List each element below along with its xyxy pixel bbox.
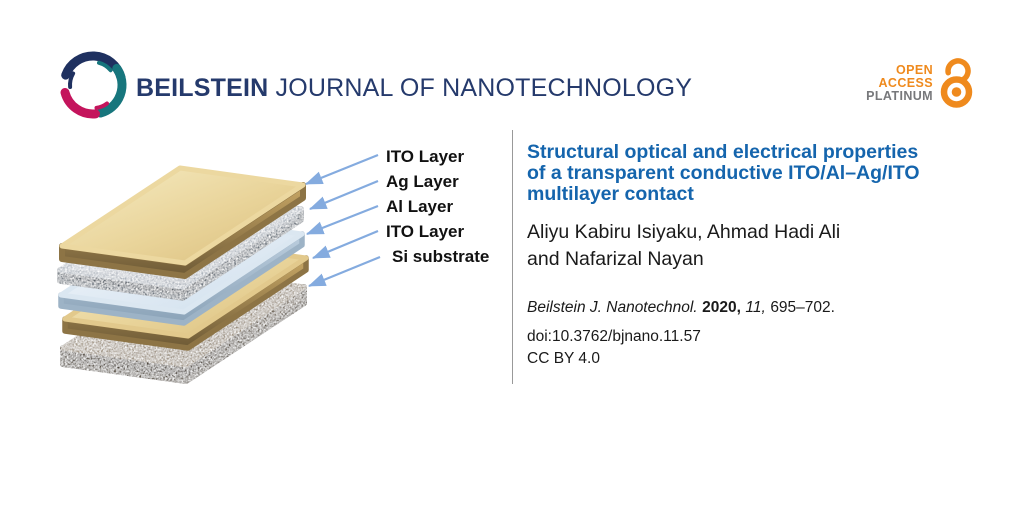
arrow-ito-top [304, 153, 379, 186]
open-access-lock-icon [940, 58, 973, 108]
citation-year: 2020, [702, 299, 741, 316]
journal-name-beilstein: BEILSTEIN [136, 74, 269, 102]
article-license: CC BY 4.0 [527, 350, 600, 367]
article-doi: doi:10.3762/bjnano.11.57 [527, 328, 701, 345]
open-access-badge-text: OPEN ACCESS PLATINUM [845, 64, 933, 102]
layer-ito-top [59, 165, 306, 279]
arrow-al [305, 204, 379, 236]
journal-name-rest: JOURNAL OF NANOTECHNOLOGY [268, 74, 693, 102]
vertical-divider [512, 130, 513, 384]
logo-arc-teal [96, 63, 127, 118]
citation-pages: 695–702. [770, 299, 835, 316]
citation-journal: Beilstein J. Nanotechnol. [527, 299, 698, 316]
open-access-line1: OPEN [895, 63, 933, 77]
layer-pointer-arrows [304, 153, 381, 288]
open-access-line2: ACCESS [878, 75, 933, 90]
label-si-substrate: Si substrate [392, 247, 490, 266]
layer-ag [57, 189, 304, 301]
article-title: Structural optical and electrical proper… [527, 142, 987, 205]
arrow-ag [308, 179, 379, 211]
article-authors-line2: and Nafarizal Nayan [527, 247, 704, 270]
arrow-si [307, 255, 381, 288]
article-title-line3: multilayer contact [527, 183, 694, 205]
citation-volume: 11, [745, 299, 766, 316]
journal-name: BEILSTEIN JOURNAL OF NANOTECHNOLOGY [136, 73, 692, 103]
label-al-layer: Al Layer [386, 197, 454, 216]
logo-arc-crimson [60, 88, 100, 119]
article-authors: Aliyu Kabiru Isiyaku, Ahmad Hadi Ali and… [527, 219, 987, 272]
layer-al [58, 214, 305, 326]
label-ito-layer-top: ITO Layer [386, 147, 465, 166]
article-title-line1: Structural optical and electrical proper… [527, 141, 919, 163]
layer-ito-bottom [62, 238, 309, 351]
arrow-ito-bottom [311, 229, 379, 260]
open-access-line3: PLATINUM [866, 88, 933, 103]
article-authors-line1: Aliyu Kabiru Isiyaku, Ahmad Hadi Ali [527, 221, 841, 243]
label-ito-layer-bottom: ITO Layer [386, 222, 465, 241]
article-citation: Beilstein J. Nanotechnol. 2020, 11, 695–702… [527, 299, 987, 317]
beilstein-swirl-logo [60, 51, 127, 119]
article-title-line2: of a transparent conductive ITO/Al–Ag/IT… [527, 162, 920, 184]
label-ag-layer: Ag Layer [386, 172, 459, 191]
layer-si-substrate [60, 267, 307, 384]
